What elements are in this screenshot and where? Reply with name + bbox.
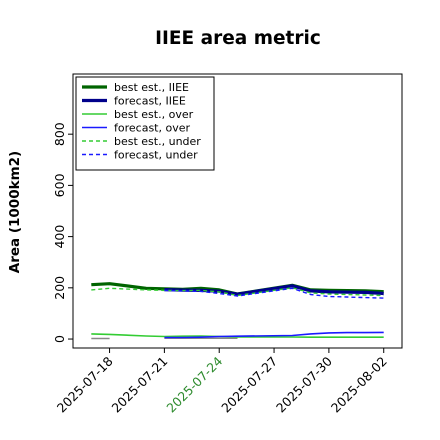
plot-frame bbox=[72, 73, 403, 349]
chart-title: IIEE area metric bbox=[155, 28, 321, 49]
legend-label: best est., IIEE bbox=[114, 81, 189, 94]
x-tick-label: 2025-07-27 bbox=[218, 354, 280, 416]
series-line-best-est-under bbox=[91, 287, 384, 297]
y-tick-label: 0 bbox=[52, 335, 67, 343]
y-ticks: 0 200 400 600 800 bbox=[52, 122, 73, 343]
x-tick-label: 2025-07-18 bbox=[54, 353, 116, 415]
series-line-forecast-iiee bbox=[164, 284, 384, 296]
legend-label: forecast, under bbox=[114, 149, 198, 162]
y-tick-label: 600 bbox=[52, 173, 67, 197]
y-tick-label: 200 bbox=[52, 276, 67, 300]
y-tick-label: 400 bbox=[52, 225, 67, 249]
legend-label: best est., over bbox=[114, 108, 194, 121]
series-line-forecast-over bbox=[164, 331, 384, 339]
x-ticks: 2025-07-182025-07-212025-07-242025-07-27… bbox=[54, 348, 390, 415]
legend-label: forecast, IIEE bbox=[114, 95, 186, 108]
y-tick-label: 800 bbox=[52, 122, 67, 146]
series-line-forecast-under bbox=[164, 287, 384, 299]
y-axis-label: Area (1000km2) bbox=[7, 151, 23, 273]
x-tick-label: 2025-08-02 bbox=[328, 354, 390, 416]
legend-label: forecast, over bbox=[114, 122, 190, 135]
x-tick-label: 2025-07-30 bbox=[273, 353, 335, 415]
legend-label: best est., under bbox=[114, 135, 201, 148]
x-tick-label: 2025-07-21 bbox=[109, 354, 171, 416]
plot-lines bbox=[91, 282, 384, 340]
x-tick-label: 2025-07-24 bbox=[163, 353, 225, 415]
